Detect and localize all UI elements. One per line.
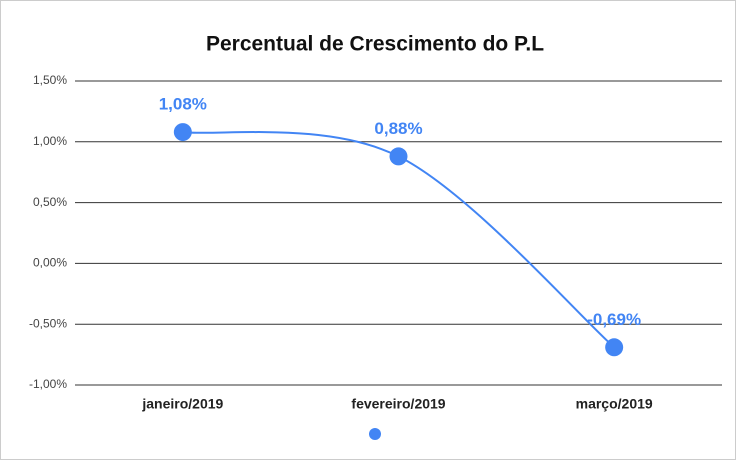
x-tick-label: março/2019	[576, 396, 653, 412]
y-tick-label: -1,00%	[29, 377, 67, 391]
data-label: 0,88%	[374, 119, 422, 138]
data-point	[605, 338, 624, 357]
chart-title: Percentual de Crescimento do P.L	[206, 33, 544, 56]
data-label: 1,08%	[159, 95, 207, 114]
x-tick-label: janeiro/2019	[141, 396, 223, 412]
legend-marker	[369, 428, 381, 440]
x-tick-label: fevereiro/2019	[351, 396, 445, 412]
y-tick-label: 0,50%	[33, 195, 67, 209]
y-tick-label: 1,00%	[33, 134, 67, 148]
y-tick-label: 1,50%	[33, 73, 67, 87]
y-tick-label: -0,50%	[29, 316, 67, 330]
y-tick-label: 0,00%	[33, 256, 67, 270]
data-point	[389, 147, 408, 166]
data-point	[173, 123, 192, 142]
data-label: -0,69%	[587, 310, 641, 329]
